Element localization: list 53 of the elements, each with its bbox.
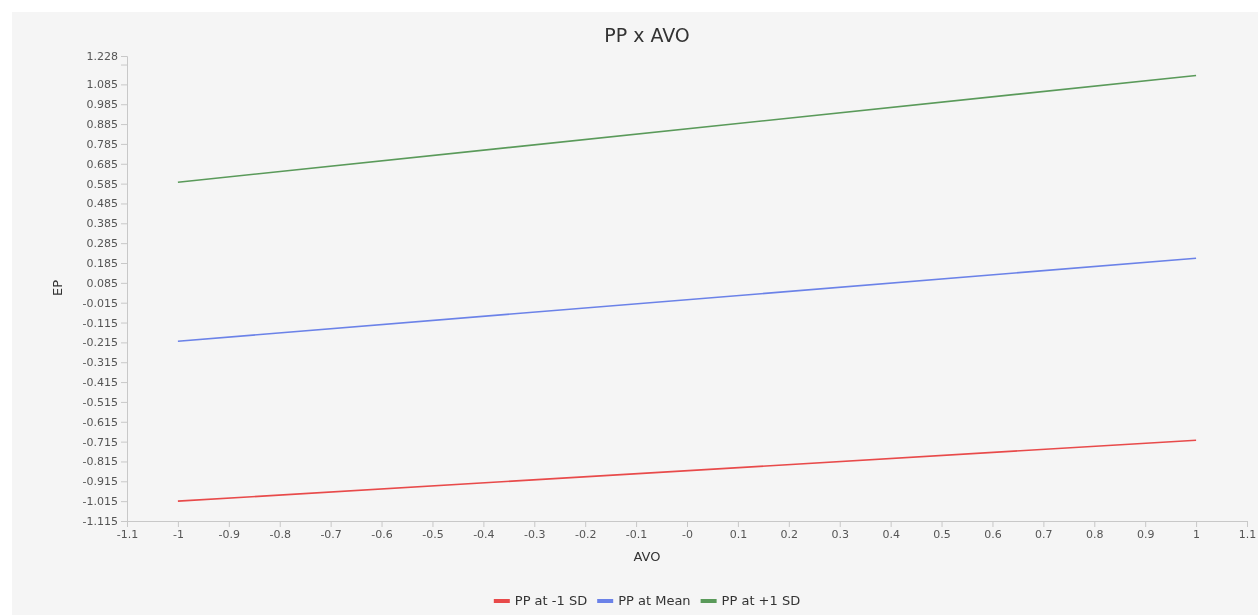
y-tick-label: 1.085: [86, 78, 118, 92]
legend-label: PP at Mean: [618, 593, 691, 608]
x-tick-label: -1: [172, 527, 184, 541]
y-tick-label: 0.085: [86, 276, 118, 290]
x-tick-label: 0.1: [729, 527, 748, 541]
y-tick-label: -0.915: [82, 475, 118, 489]
x-tick-label: 0.9: [1136, 527, 1155, 541]
x-tick-label: 0.4: [882, 527, 900, 541]
x-tick-label: -1.1: [116, 527, 139, 541]
y-tick-label: -0.015: [82, 296, 118, 310]
y-tick-label: -0.415: [82, 376, 118, 390]
x-tick-label: 0.5: [933, 527, 951, 541]
y-tick-label: -0.815: [82, 455, 118, 469]
x-tick-label: 0.3: [831, 527, 849, 541]
x-tick-label: -0: [682, 527, 693, 541]
x-tick-label: -0.2: [574, 527, 597, 541]
chart-title: PP x AVO: [604, 24, 690, 46]
y-axis-title: EP: [50, 279, 65, 297]
x-tick-label: 0.6: [984, 527, 1002, 541]
y-tick-label: 0.885: [86, 118, 118, 132]
y-tick-label: -0.615: [82, 415, 118, 429]
x-tick-label: 0.2: [780, 527, 799, 541]
y-tick-label: -1.015: [82, 495, 118, 509]
y-tick-label: 0.485: [86, 197, 118, 211]
y-tick-label: -0.715: [82, 435, 118, 449]
x-tick-label: 1: [1193, 527, 1201, 541]
legend-label: PP at -1 SD: [514, 593, 588, 608]
y-tick-label: -1.115: [82, 515, 118, 529]
y-tick-label: -0.215: [82, 336, 118, 350]
y-tick-label: 0.185: [86, 257, 118, 271]
x-tick-label: -0.9: [218, 527, 241, 541]
y-tick-label: 0.685: [86, 157, 118, 171]
y-tick-label: -0.515: [82, 395, 118, 409]
x-tick-label: -0.3: [524, 527, 546, 541]
x-tick-label: 0.8: [1086, 527, 1104, 541]
y-tick-label: 0.285: [86, 237, 118, 251]
y-tick-label: 0.385: [86, 217, 118, 231]
x-tick-label: 1.1: [1238, 527, 1257, 541]
x-tick-label: -0.7: [320, 527, 342, 541]
y-tick-label: -0.115: [82, 316, 118, 330]
y-tick-label: 0.785: [86, 137, 118, 151]
x-tick-label: -0.5: [422, 527, 444, 541]
y-tick-label: 1.228: [86, 50, 118, 64]
x-axis-title: AVO: [633, 549, 661, 564]
x-tick-label: -0.6: [371, 527, 393, 541]
y-tick-label: -0.315: [82, 356, 118, 370]
x-tick-label: -0.8: [269, 527, 291, 541]
x-tick-label: -0.4: [473, 527, 495, 541]
x-tick-label: -0.1: [625, 527, 648, 541]
y-tick-label: 0.585: [86, 177, 118, 191]
y-tick-label: 0.985: [86, 98, 118, 112]
legend-label: PP at +1 SD: [721, 593, 801, 608]
x-tick-label: 0.7: [1035, 527, 1053, 541]
